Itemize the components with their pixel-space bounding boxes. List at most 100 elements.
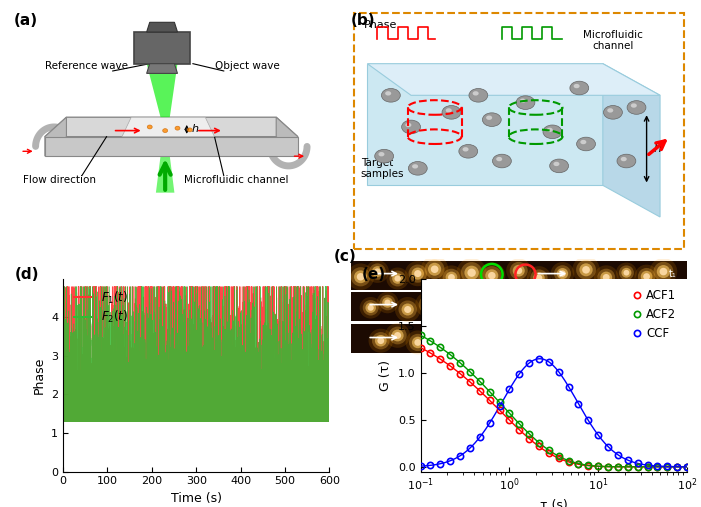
Circle shape [354,270,367,283]
Circle shape [435,291,454,310]
Circle shape [536,275,543,281]
Circle shape [654,328,679,353]
Circle shape [503,331,521,348]
Text: Microfluidic
channel: Microfluidic channel [583,29,643,51]
Circle shape [380,295,395,310]
Circle shape [508,336,515,343]
ACF1 [624,464,632,470]
ACF2 [663,464,672,470]
Circle shape [577,332,588,343]
Polygon shape [147,64,177,74]
Text: h: h [653,142,661,155]
Circle shape [459,144,477,158]
Circle shape [347,264,374,290]
Circle shape [478,300,486,307]
Circle shape [580,334,586,341]
Circle shape [594,265,618,289]
Circle shape [633,300,640,307]
Circle shape [498,303,505,310]
Circle shape [472,294,491,313]
Circle shape [446,272,457,283]
Circle shape [567,299,578,310]
Circle shape [533,329,545,341]
Circle shape [530,269,547,286]
Circle shape [382,298,393,308]
Circle shape [630,298,643,310]
Circle shape [616,263,637,283]
ACF1 [594,463,602,469]
Circle shape [546,306,552,312]
Circle shape [441,297,449,304]
Circle shape [611,303,622,314]
Circle shape [375,335,387,346]
Circle shape [442,269,461,286]
Circle shape [442,105,461,119]
Circle shape [676,332,684,340]
Polygon shape [156,156,175,193]
Circle shape [456,258,486,287]
Circle shape [506,334,518,345]
Circle shape [620,157,627,161]
CCF [446,458,454,464]
ACF2 [683,464,691,470]
Circle shape [468,337,476,345]
Y-axis label: Phase: Phase [32,356,46,394]
Circle shape [525,298,533,305]
Polygon shape [350,292,687,320]
Circle shape [635,325,658,348]
Circle shape [550,159,569,173]
Circle shape [357,273,365,280]
Circle shape [374,268,381,275]
Circle shape [175,126,180,130]
ACF2 [416,332,425,338]
Circle shape [455,302,468,315]
Circle shape [449,328,461,339]
Circle shape [570,81,589,95]
ACF2 [505,410,514,416]
Circle shape [482,113,501,126]
Circle shape [665,294,682,311]
Circle shape [623,291,650,317]
Circle shape [527,266,551,290]
Circle shape [425,260,444,279]
Circle shape [603,274,610,281]
Circle shape [571,326,594,349]
Circle shape [395,275,401,281]
Circle shape [433,332,444,343]
CCF [604,444,612,450]
Circle shape [641,331,652,342]
Circle shape [574,329,591,346]
ACF2 [496,400,504,406]
ACF1 [436,356,444,362]
ACF2 [634,464,642,470]
ACF2 [644,464,652,470]
Circle shape [573,84,580,88]
Line: CCF: CCF [418,355,690,470]
CCF [644,462,652,468]
Circle shape [388,327,407,344]
Circle shape [147,125,152,129]
Polygon shape [276,117,298,156]
Circle shape [428,263,441,276]
Circle shape [654,305,660,310]
Text: Target
samples: Target samples [360,158,404,179]
Circle shape [543,125,562,138]
Circle shape [381,89,400,102]
ACF1 [653,464,662,470]
Circle shape [580,263,592,276]
Circle shape [472,91,479,95]
Polygon shape [45,117,298,137]
Circle shape [551,262,574,285]
Circle shape [512,265,525,277]
X-axis label: τ (s): τ (s) [540,498,568,507]
Circle shape [597,325,615,342]
Circle shape [612,327,641,355]
CCF [545,359,553,365]
ACF1 [525,436,533,442]
Circle shape [440,265,463,289]
Circle shape [580,140,586,144]
Circle shape [499,327,524,352]
ACF1 [475,388,484,394]
Circle shape [605,297,628,320]
CCF [475,434,484,440]
